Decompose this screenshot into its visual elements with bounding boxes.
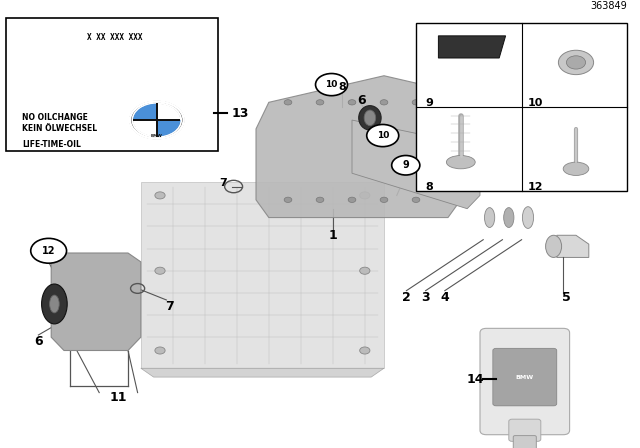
Circle shape [412,197,420,202]
Circle shape [392,155,420,175]
Ellipse shape [563,162,589,176]
Circle shape [155,267,165,274]
Text: 1: 1 [328,229,337,242]
Ellipse shape [364,110,376,125]
Text: LIFE-TIME-OIL: LIFE-TIME-OIL [22,140,81,149]
Text: 8: 8 [426,182,433,192]
Text: 12: 12 [528,182,543,192]
Text: KEIN ÖLWECHSEL: KEIN ÖLWECHSEL [22,125,97,134]
Text: NO OILCHANGE: NO OILCHANGE [22,113,88,122]
Ellipse shape [358,106,381,130]
Polygon shape [51,253,141,350]
Text: 10: 10 [325,80,338,89]
Circle shape [348,99,356,105]
Polygon shape [438,36,506,58]
Polygon shape [141,182,384,368]
Text: 9: 9 [426,98,433,108]
Ellipse shape [50,295,60,313]
FancyBboxPatch shape [480,328,570,435]
Circle shape [348,197,356,202]
Text: BMW: BMW [516,375,534,379]
Text: 8: 8 [339,82,346,92]
Ellipse shape [566,56,586,69]
Circle shape [412,99,420,105]
Text: 10: 10 [376,131,389,140]
FancyBboxPatch shape [6,18,218,151]
Circle shape [380,99,388,105]
Wedge shape [133,120,157,137]
Polygon shape [557,235,589,258]
Polygon shape [256,76,461,218]
Circle shape [360,347,370,354]
Text: 3: 3 [421,291,430,304]
Text: X XX XXX XXX: X XX XXX XXX [88,34,143,43]
Text: 7: 7 [165,300,174,313]
Ellipse shape [522,207,534,228]
Circle shape [380,197,388,202]
Circle shape [367,125,399,146]
Circle shape [31,238,67,263]
Text: 6: 6 [357,94,366,107]
Wedge shape [157,120,180,137]
Wedge shape [133,103,157,120]
Ellipse shape [558,50,594,75]
Text: 13: 13 [231,107,249,120]
Text: 11: 11 [109,391,127,404]
Polygon shape [352,120,480,209]
Text: 6: 6 [34,335,43,348]
Circle shape [360,192,370,199]
Text: 14: 14 [466,373,484,386]
Bar [156,103,158,137]
Ellipse shape [484,207,495,228]
Ellipse shape [545,235,562,258]
Text: BMW: BMW [151,134,163,138]
Circle shape [284,99,292,105]
Text: 2: 2 [402,291,411,304]
Text: 10: 10 [528,98,543,108]
FancyBboxPatch shape [509,419,541,441]
Circle shape [130,101,184,139]
Ellipse shape [504,207,514,228]
Circle shape [316,73,348,96]
Circle shape [360,267,370,274]
Circle shape [155,192,165,199]
Text: 5: 5 [562,291,571,304]
FancyBboxPatch shape [416,22,627,191]
Wedge shape [157,103,180,120]
Ellipse shape [42,284,67,324]
FancyBboxPatch shape [493,348,557,406]
FancyBboxPatch shape [513,435,536,448]
Text: 12: 12 [42,246,56,256]
Text: 4: 4 [440,291,449,304]
Text: 9: 9 [403,160,409,170]
Polygon shape [141,368,384,377]
Text: 363849: 363849 [591,1,627,12]
Circle shape [284,197,292,202]
Ellipse shape [447,155,475,169]
Circle shape [316,99,324,105]
Circle shape [316,197,324,202]
Text: 7: 7 [219,178,227,188]
Circle shape [155,347,165,354]
Bar [133,119,180,121]
